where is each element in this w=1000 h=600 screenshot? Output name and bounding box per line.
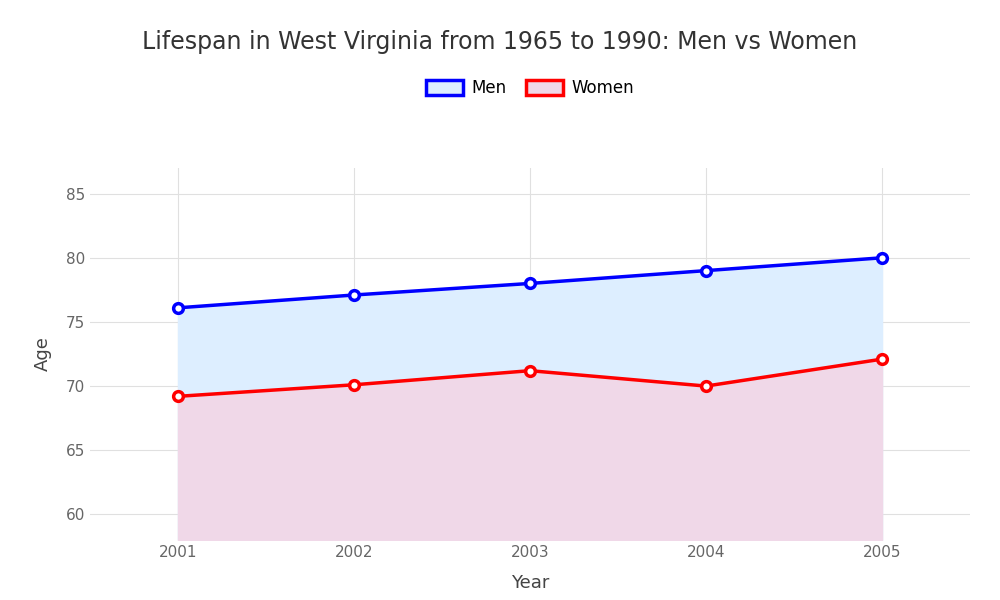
Text: Lifespan in West Virginia from 1965 to 1990: Men vs Women: Lifespan in West Virginia from 1965 to 1… (142, 30, 858, 54)
Y-axis label: Age: Age (34, 337, 52, 371)
Legend: Men, Women: Men, Women (419, 72, 641, 104)
X-axis label: Year: Year (511, 574, 549, 592)
